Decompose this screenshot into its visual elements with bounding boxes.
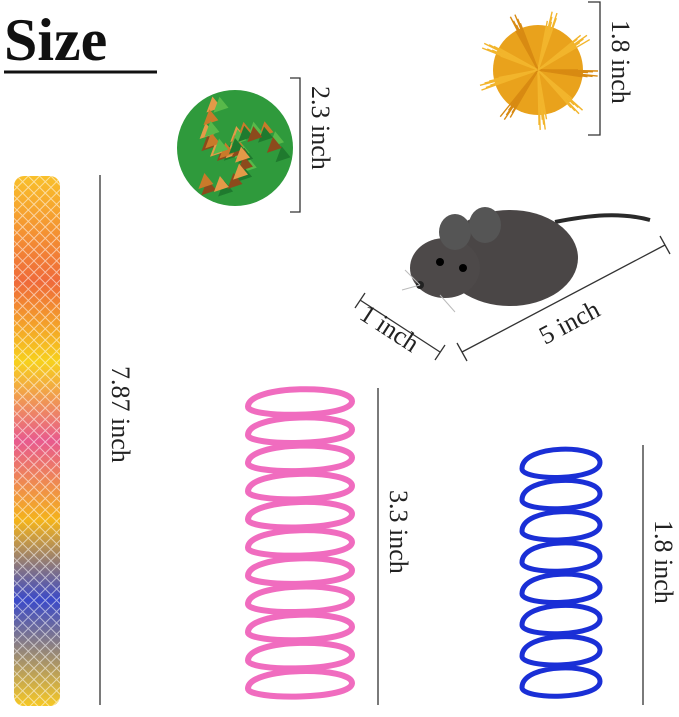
mouse-length-label: 5 inch (534, 295, 604, 351)
pink-dimension: 3.3 inch (377, 388, 413, 705)
blue-spring (519, 446, 603, 699)
crinkle-dimension: 2.3 inch (290, 77, 335, 213)
mesh-tube (14, 176, 60, 706)
crinkle-ball (177, 90, 293, 206)
pink-spring (245, 386, 356, 700)
pom-dimension: 1.8 inch (588, 1, 635, 136)
tube-size-label: 7.87 inch (106, 366, 135, 463)
mouse-width-label: 1 inch (355, 299, 425, 358)
pom-pom-ball (479, 11, 599, 130)
pom-size-label: 1.8 inch (606, 20, 635, 104)
crinkle-size-label: 2.3 inch (306, 86, 335, 170)
toy-mouse (401, 207, 651, 313)
size-title: Size (4, 7, 107, 73)
pink-size-label: 3.3 inch (384, 490, 413, 574)
blue-size-label: 1.8 inch (649, 520, 678, 604)
blue-dimension: 1.8 inch (642, 445, 678, 705)
tube-dimension: 7.87 inch (99, 175, 135, 705)
